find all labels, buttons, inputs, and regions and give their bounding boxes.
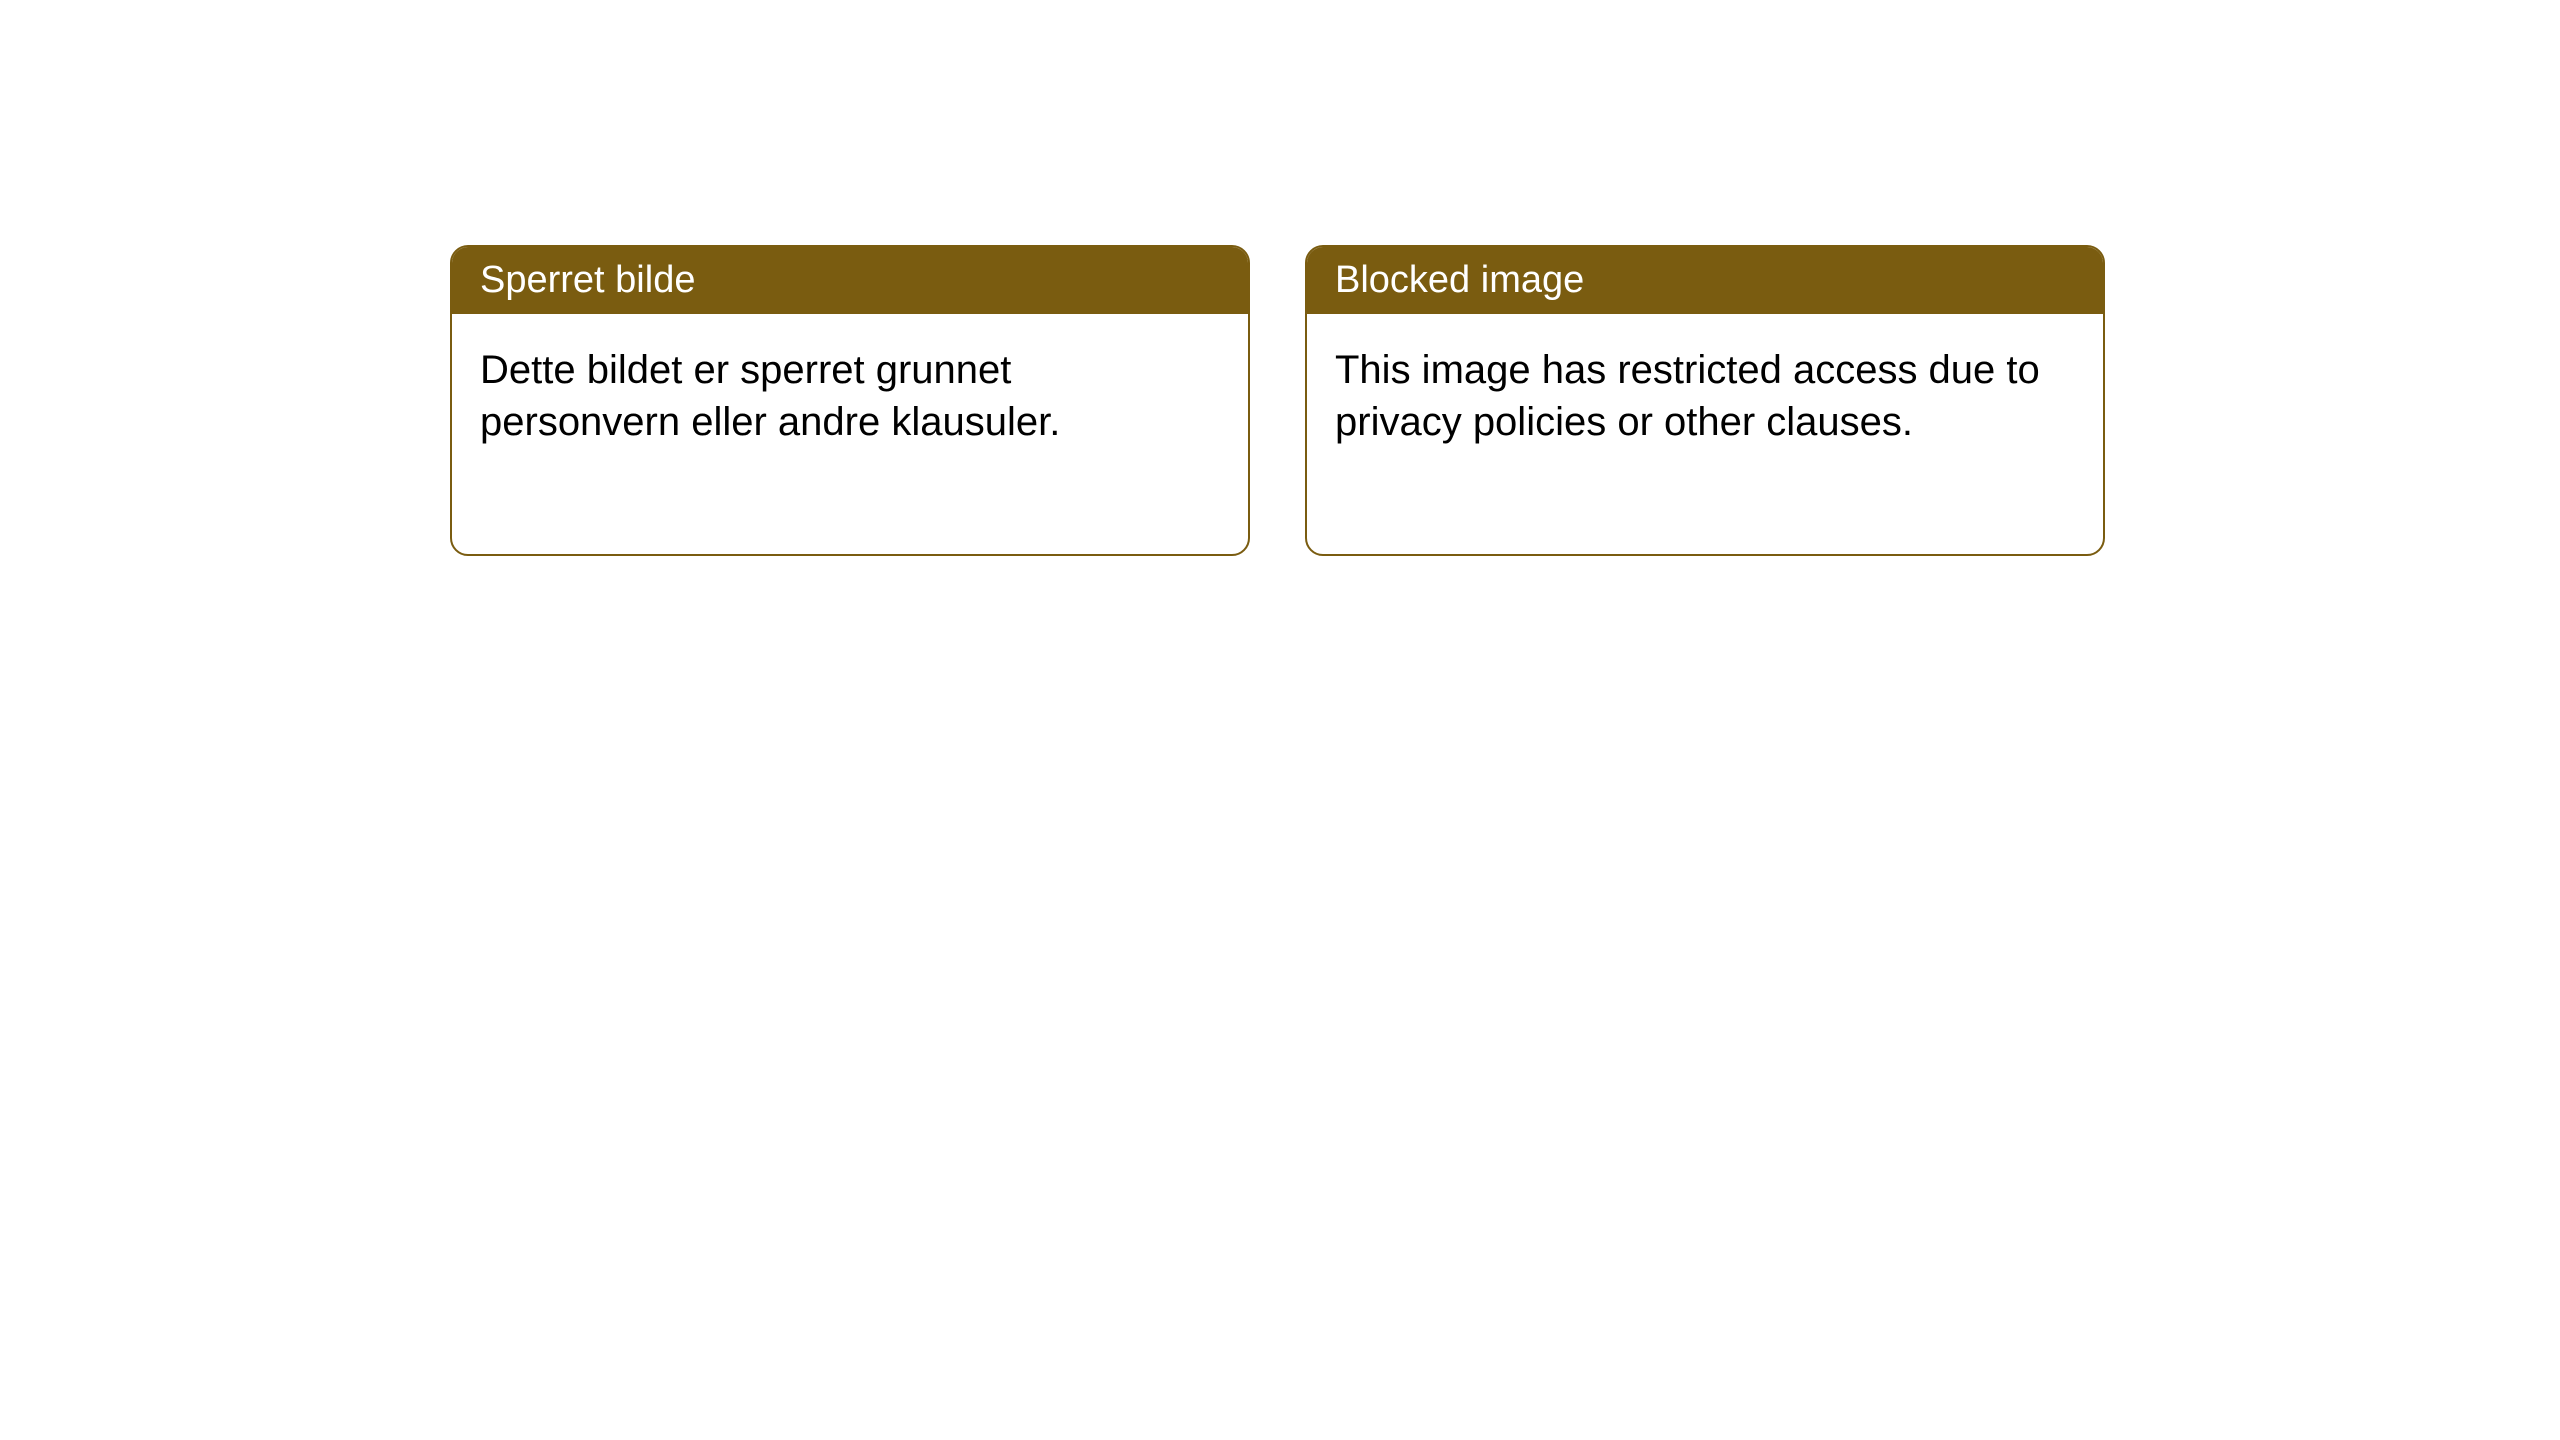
notice-card-english: Blocked image This image has restricted … [1305,245,2105,556]
notice-card-norwegian: Sperret bilde Dette bildet er sperret gr… [450,245,1250,556]
notice-container: Sperret bilde Dette bildet er sperret gr… [450,245,2105,556]
notice-body-text: Dette bildet er sperret grunnet personve… [480,348,1060,444]
notice-header: Sperret bilde [452,247,1248,314]
notice-body-text: This image has restricted access due to … [1335,348,2040,444]
notice-body: Dette bildet er sperret grunnet personve… [452,314,1248,554]
notice-title: Blocked image [1335,259,1584,301]
notice-title: Sperret bilde [480,259,695,301]
notice-header: Blocked image [1307,247,2103,314]
notice-body: This image has restricted access due to … [1307,314,2103,554]
